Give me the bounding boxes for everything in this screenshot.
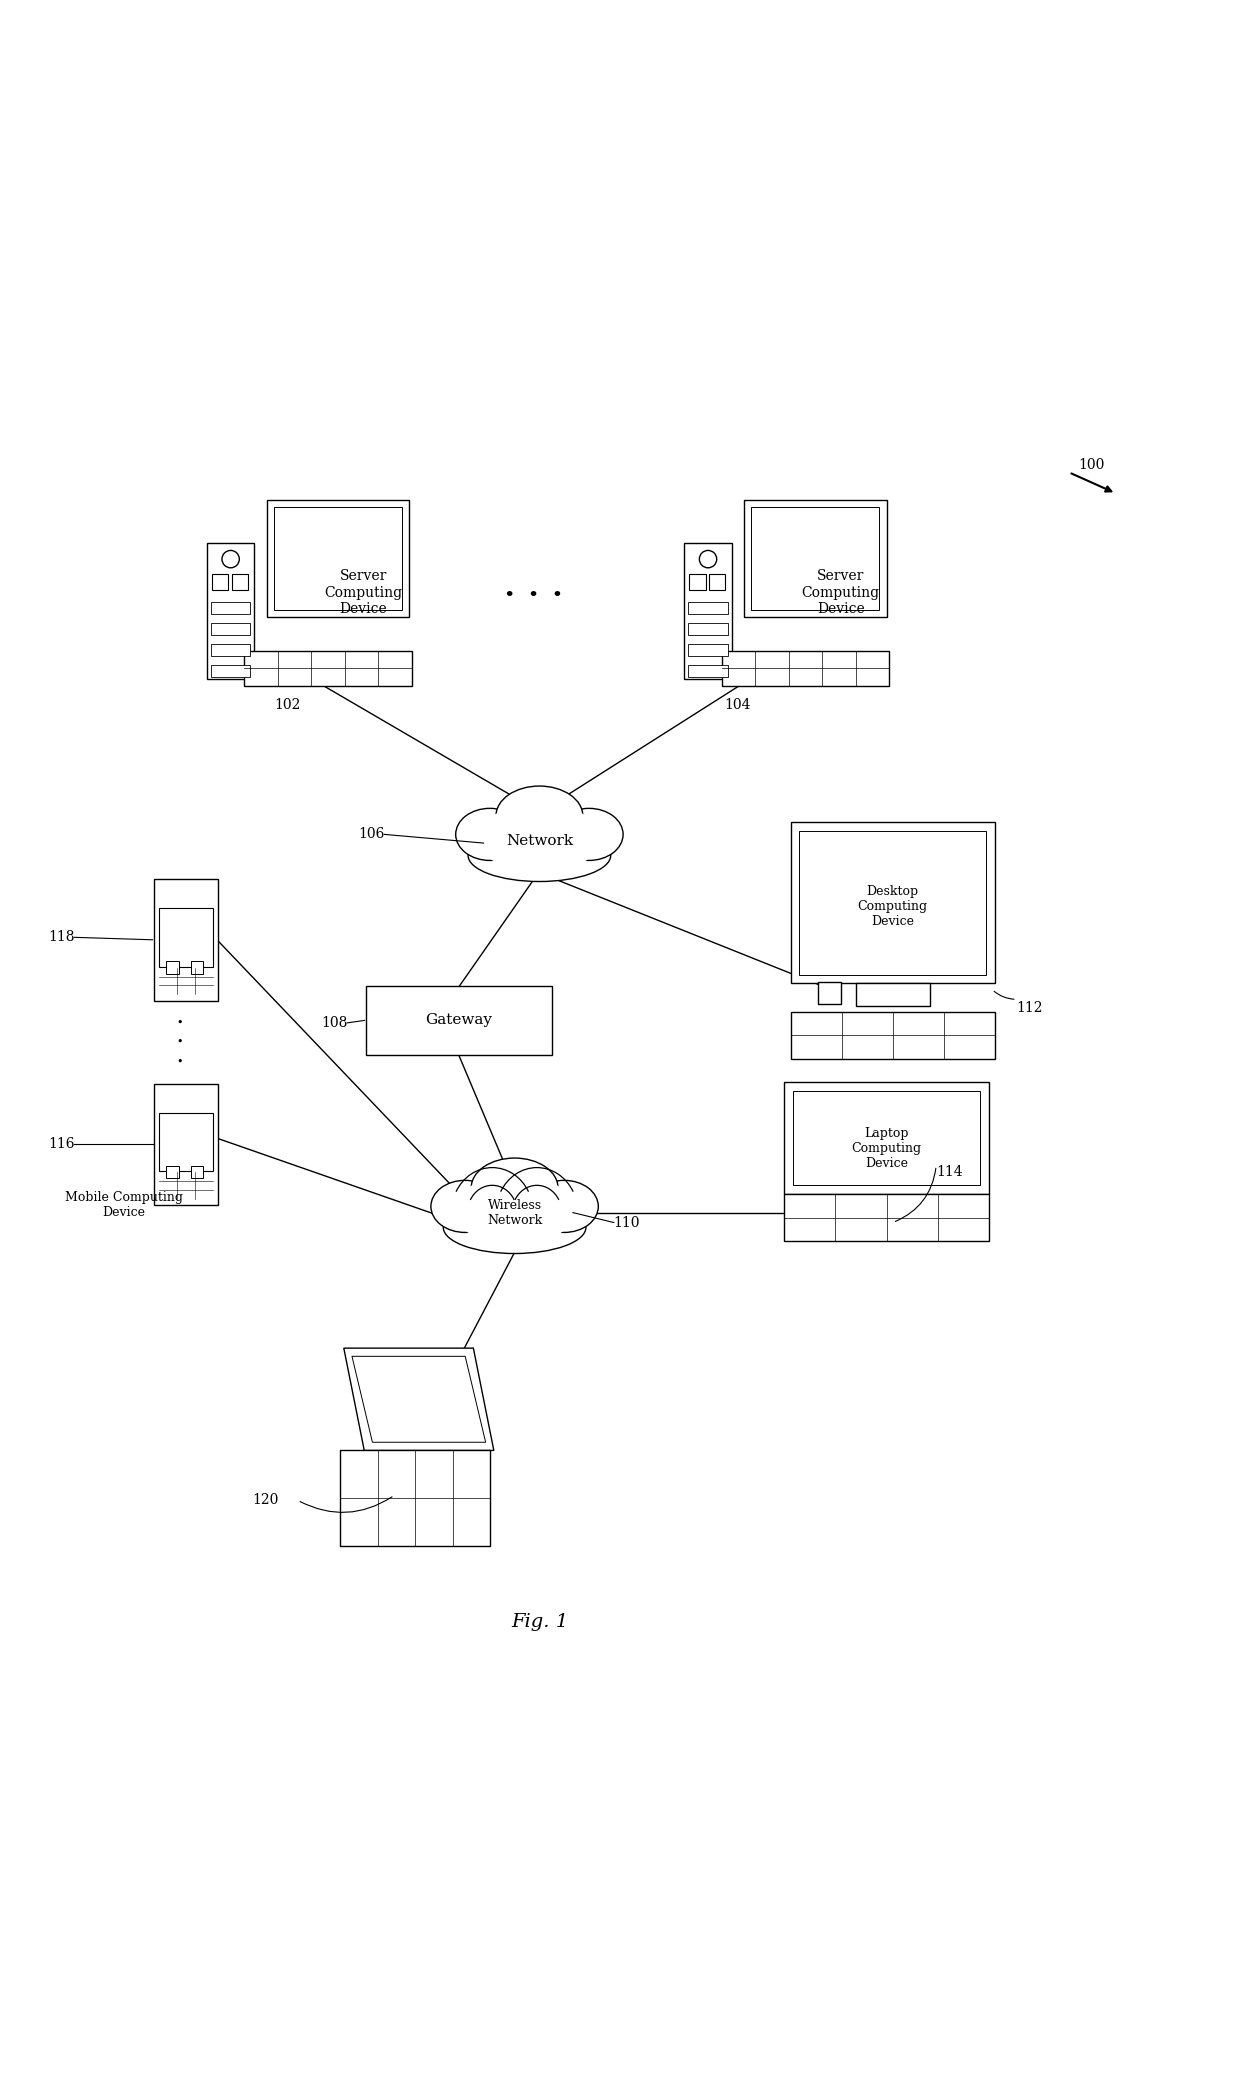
FancyBboxPatch shape [211,623,250,636]
FancyBboxPatch shape [154,1083,218,1205]
Text: Wireless
Network: Wireless Network [487,1199,542,1226]
FancyBboxPatch shape [709,574,725,590]
Ellipse shape [432,1180,498,1232]
Text: Mobile Computing
Device: Mobile Computing Device [64,1191,184,1220]
Text: 110: 110 [614,1216,640,1230]
FancyBboxPatch shape [244,650,412,686]
FancyBboxPatch shape [274,507,402,611]
Text: 116: 116 [48,1137,74,1151]
Text: Laptop
Computing
Device: Laptop Computing Device [852,1126,921,1170]
Ellipse shape [444,1201,585,1253]
FancyBboxPatch shape [159,1114,213,1172]
FancyBboxPatch shape [784,1195,990,1241]
FancyBboxPatch shape [751,507,879,611]
FancyBboxPatch shape [684,542,732,680]
FancyBboxPatch shape [722,650,889,686]
Text: 108: 108 [321,1016,347,1031]
FancyBboxPatch shape [166,1166,179,1178]
FancyBboxPatch shape [212,574,228,590]
FancyBboxPatch shape [818,983,841,1004]
Ellipse shape [456,808,525,860]
Ellipse shape [453,1176,577,1245]
Text: Server
Computing
Device: Server Computing Device [324,569,403,615]
Polygon shape [352,1357,486,1442]
Ellipse shape [556,808,624,860]
FancyBboxPatch shape [791,1012,994,1060]
FancyBboxPatch shape [744,499,887,617]
FancyBboxPatch shape [232,574,248,590]
Circle shape [222,551,239,567]
FancyBboxPatch shape [191,962,203,975]
FancyBboxPatch shape [688,623,728,636]
FancyBboxPatch shape [191,1166,203,1178]
FancyBboxPatch shape [688,601,728,613]
FancyBboxPatch shape [207,542,254,680]
Text: Network: Network [506,833,573,848]
Ellipse shape [471,1157,558,1218]
Text: 104: 104 [724,698,751,713]
FancyBboxPatch shape [211,601,250,613]
FancyBboxPatch shape [799,831,987,975]
FancyBboxPatch shape [856,983,930,1006]
FancyBboxPatch shape [688,644,728,657]
FancyBboxPatch shape [794,1091,980,1184]
FancyBboxPatch shape [791,823,994,983]
Text: Server
Computing
Device: Server Computing Device [801,569,880,615]
Text: 106: 106 [358,827,384,842]
FancyBboxPatch shape [688,665,728,677]
FancyBboxPatch shape [166,962,179,975]
FancyBboxPatch shape [340,1450,491,1546]
Text: 102: 102 [274,698,301,713]
FancyBboxPatch shape [267,499,409,617]
Text: Desktop
Computing
Device: Desktop Computing Device [858,885,928,927]
FancyBboxPatch shape [211,644,250,657]
Circle shape [699,551,717,567]
Text: •
•
•: • • • [176,1018,184,1066]
FancyBboxPatch shape [159,908,213,966]
Text: Gateway: Gateway [425,1014,492,1027]
FancyBboxPatch shape [154,879,218,1002]
Text: 114: 114 [936,1164,962,1178]
Polygon shape [343,1349,494,1450]
FancyBboxPatch shape [689,574,706,590]
Text: 118: 118 [48,931,74,943]
FancyBboxPatch shape [211,665,250,677]
Ellipse shape [467,829,610,881]
Text: •  •  •: • • • [503,588,563,605]
Ellipse shape [477,804,601,873]
Ellipse shape [529,1180,598,1232]
Text: 112: 112 [1017,1002,1043,1014]
Text: Fig. 1: Fig. 1 [511,1613,568,1631]
FancyBboxPatch shape [366,987,552,1054]
Text: 100: 100 [1079,457,1105,472]
Text: 120: 120 [253,1494,279,1507]
Ellipse shape [496,785,583,846]
FancyBboxPatch shape [784,1083,990,1195]
